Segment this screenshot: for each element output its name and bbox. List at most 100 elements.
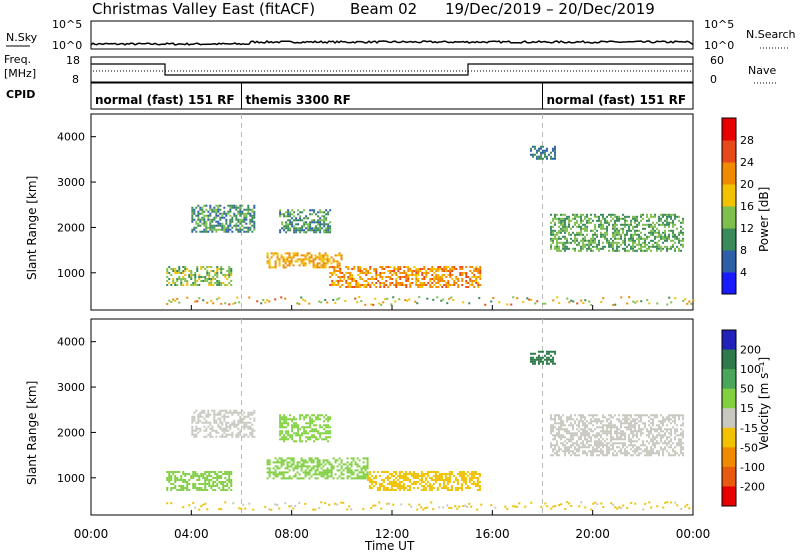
velocity-cell: [468, 486, 471, 489]
velocity-cell: [198, 482, 201, 485]
velocity-cell: [620, 430, 623, 433]
power-cell: [237, 228, 240, 231]
power-cell: [223, 226, 226, 229]
power-cell: [197, 204, 200, 207]
power-cell: [437, 277, 440, 280]
velocity-cell: [556, 434, 559, 437]
velocity-cell: [670, 434, 673, 437]
velocity-cell: [642, 450, 645, 453]
velocity-cell: [222, 488, 225, 491]
velocity-cell: [324, 473, 327, 476]
power-cell: [576, 233, 579, 236]
power-cell: [672, 229, 675, 232]
velocity-cell: [293, 432, 296, 435]
power-cell: [229, 204, 232, 207]
power-cell: [407, 265, 410, 268]
power-cell: [295, 219, 298, 222]
velocity-cell: [330, 465, 333, 468]
velocity-cell: [420, 484, 423, 487]
power-cell: [624, 243, 627, 246]
velocity-cell: [317, 438, 320, 441]
power-cell: [564, 221, 567, 224]
power-cell: [576, 213, 579, 216]
velocity-cell: [230, 480, 233, 483]
power-cell: [188, 269, 191, 272]
power-cell: [419, 269, 422, 272]
velocity-cell: [624, 436, 627, 439]
power-cell: [333, 283, 336, 286]
power-cell: [662, 237, 665, 240]
velocity-cell: [545, 360, 548, 363]
velocity-cell: [412, 476, 415, 479]
velocity-cell: [408, 484, 411, 487]
velocity-cell: [606, 428, 609, 431]
velocity-cell: [321, 438, 324, 441]
power-cell: [628, 249, 631, 252]
velocity-cell: [172, 472, 175, 475]
power-cell: [209, 226, 212, 229]
velocity-cell: [636, 434, 639, 437]
velocity-cell: [226, 488, 229, 491]
velocity-cell: [442, 484, 445, 487]
power-cell: [182, 269, 185, 272]
velocity-cell: [608, 448, 611, 451]
velocity-cell: [346, 471, 349, 474]
power-cell: [222, 281, 225, 284]
power-cell: [409, 281, 412, 284]
velocity-cell: [342, 469, 345, 472]
velocity-cell: [180, 476, 183, 479]
power-cell: [207, 214, 210, 217]
power-cell: [610, 245, 613, 248]
power-cell: [650, 215, 653, 218]
power-cell: [211, 224, 214, 227]
velocity-scatter-cell: [446, 504, 449, 507]
power-cell: [375, 267, 378, 270]
power-cell: [634, 231, 637, 234]
velocity-cell: [606, 452, 609, 455]
power-cell: [644, 237, 647, 240]
power-cell: [233, 206, 236, 209]
power-cell: [206, 273, 209, 276]
velocity-cell: [648, 436, 651, 439]
velocity-cell: [620, 422, 623, 425]
power-cell: [439, 265, 442, 268]
velocity-cell: [239, 417, 242, 420]
power-cell: [203, 210, 206, 213]
velocity-cell: [247, 411, 250, 414]
power-cell: [543, 153, 546, 156]
power-scatter-cell: [380, 303, 383, 306]
power-cell: [550, 233, 553, 236]
label-nsearch: N.Search: [746, 28, 796, 41]
velocity-cell: [636, 440, 639, 443]
power-cell: [539, 153, 542, 156]
velocity-cell: [608, 432, 611, 435]
velocity-cell: [460, 478, 463, 481]
power-cell: [558, 231, 561, 234]
velocity-cell: [568, 430, 571, 433]
power-cell: [415, 277, 418, 280]
velocity-cell: [592, 424, 595, 427]
velocity-cell: [304, 475, 307, 478]
velocity-cell: [282, 473, 285, 476]
velocity-scatter-cell: [422, 508, 425, 511]
power-cell: [616, 229, 619, 232]
velocity-cell: [608, 424, 611, 427]
velocity-cell: [558, 454, 561, 457]
power-cell: [642, 217, 645, 220]
velocity-cell: [606, 450, 609, 453]
power-scatter-cell: [602, 297, 605, 300]
velocity-cell: [674, 432, 677, 435]
power-cell: [319, 225, 322, 228]
velocity-cell: [588, 440, 591, 443]
power-cell: [375, 281, 378, 284]
velocity-cell: [549, 354, 552, 357]
power-cell: [391, 281, 394, 284]
power-cell: [415, 271, 418, 274]
power-cell: [650, 249, 653, 252]
velocity-cell: [620, 436, 623, 439]
velocity-cell: [476, 484, 479, 487]
power-cell: [241, 220, 244, 223]
power-cell: [552, 237, 555, 240]
velocity-cell: [648, 452, 651, 455]
velocity-scatter-cell: [456, 507, 459, 510]
